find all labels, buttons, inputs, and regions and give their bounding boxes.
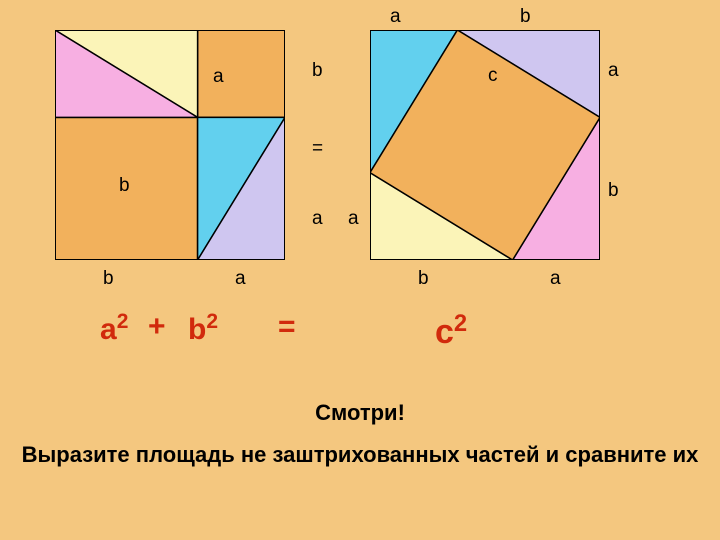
caption-instruction: Выразите площадь не заштрихованных часте… (0, 440, 720, 470)
term-a2: a2 (100, 310, 128, 347)
left-square-svg (55, 30, 285, 260)
right-label-a-top: a (390, 6, 401, 28)
term-b2: b2 (188, 310, 218, 347)
right-square-svg (370, 30, 600, 260)
formula-eq: = (278, 310, 296, 344)
left-label-b-inner: b (119, 175, 130, 197)
right-label-b-top: b (520, 6, 531, 28)
left-label-a-bottom: a (235, 268, 246, 290)
right-label-a-bottom: a (550, 268, 561, 290)
term-c2: c2 (435, 310, 467, 352)
middle-eq: = (312, 138, 323, 160)
middle-column: b = a (300, 30, 350, 260)
right-label-a-right: a (608, 60, 619, 82)
middle-b: b (312, 60, 323, 82)
middle-a: a (312, 208, 323, 230)
left-diagram: a b b a (55, 30, 285, 260)
right-label-c: c (488, 65, 498, 87)
right-label-b-right: b (608, 180, 619, 202)
left-label-b-bottom: b (103, 268, 114, 290)
right-label-b-bottom: b (418, 268, 429, 290)
caption-look: Смотри! (0, 400, 720, 426)
formula-plus: + (148, 310, 166, 344)
right-diagram: a b a b a b a c (370, 30, 600, 260)
right-label-a-left: a (348, 208, 359, 230)
left-label-a-upper: a (213, 66, 224, 88)
